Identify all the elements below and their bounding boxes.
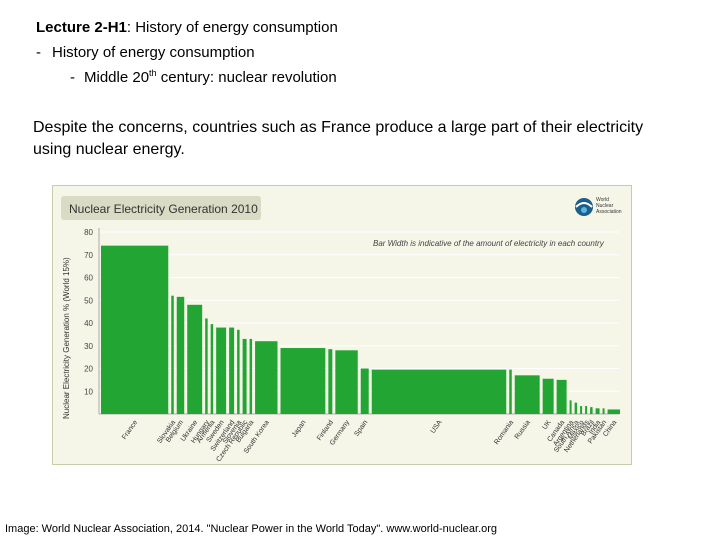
bullet-level-1-text: History of energy consumption [52,44,255,61]
x-tick-label: UK [541,419,553,431]
logo-line-2: Nuclear [596,203,614,209]
x-tick-label: Russia [514,419,532,441]
y-tick-label: 30 [84,342,93,351]
lecture-title: Lecture 2-H1: History of energy consumpt… [36,19,338,37]
bar-finland [328,349,333,414]
y-tick-label: 40 [84,319,93,328]
chart-title: Nuclear Electricity Generation 2010 [69,202,258,216]
globe-dot-icon [581,207,587,213]
bar-slovakia [171,295,174,414]
lecture-title-bold: Lecture 2-H1 [36,19,127,36]
bar-brazil [590,407,593,414]
image-caption: Image: World Nuclear Association, 2014. … [5,523,498,535]
logo-line-3: Association [596,209,622,215]
dash-bullet-icon: - [36,44,41,61]
y-tick-label: 10 [84,387,93,396]
wna-logo: World Nuclear Association [575,197,622,216]
bullet-level-2-pre: Middle 20 [84,69,150,86]
x-tick-label: Romania [493,419,515,446]
bar-pakistan [602,408,605,414]
bar-japan [280,348,326,414]
lecture-title-rest: : History of energy consumption [126,19,338,36]
bar-czech-republic [242,338,247,414]
globe-arc-icon [575,202,593,208]
bar-slovenia [237,329,240,414]
bar-russia [514,375,540,414]
bar-netherlands [585,406,588,414]
bar-india [595,408,600,414]
bar-south-korea [255,341,278,414]
bar-layer [101,245,621,414]
bar-germany [335,350,358,414]
x-tick-label: Spain [353,419,369,438]
bar-south-africa [574,402,578,414]
bar-ukraine [187,304,203,414]
bar-hungary [205,318,208,414]
y-tick-label: 20 [84,365,93,374]
dash-bullet-icon: - [70,69,75,86]
x-tick-label: France [121,419,139,441]
y-tick-label: 50 [84,296,93,305]
y-axis-label: Nuclear Electricity Generation % (World … [62,257,71,419]
chart-note: Bar Width is indicative of the amount of… [373,239,605,248]
bar-spain [360,368,369,414]
chart-svg: Nuclear Electricity Generation 2010 Worl… [61,196,622,463]
nuclear-chart: Nuclear Electricity Generation 2010 Worl… [52,185,632,465]
bar-mexico [580,406,583,414]
bar-argentina [569,400,572,414]
logo-line-1: World [596,197,609,203]
bar-bulgaria [249,338,253,414]
y-tick-label: 80 [84,228,93,237]
bar-canada [556,379,567,414]
bar-china [607,409,621,414]
x-tick-label: Japan [291,419,308,439]
grid-layer [98,228,619,415]
x-tick-label: USA [430,419,444,435]
statement-text: Despite the concerns, countries such as … [33,119,644,158]
bar-sweden [216,327,227,414]
y-tick-label: 70 [84,251,93,260]
bar-uk [542,378,554,414]
bar-belgium [176,296,185,414]
bar-switzerland [229,327,235,414]
bar-usa [371,369,507,414]
bullet-level-1: - History of energy consumption [36,44,255,62]
bullet-level-2-sup: th [149,68,157,78]
bullet-level-2: - Middle 20th century: nuclear revolution [70,69,337,87]
bar-armenia [210,324,214,414]
bar-france [101,245,169,414]
chart-title-box [61,196,261,220]
y-tick-label: 60 [84,274,93,283]
bar-romania [509,369,512,414]
bullet-level-2-post: century: nuclear revolution [156,69,337,86]
